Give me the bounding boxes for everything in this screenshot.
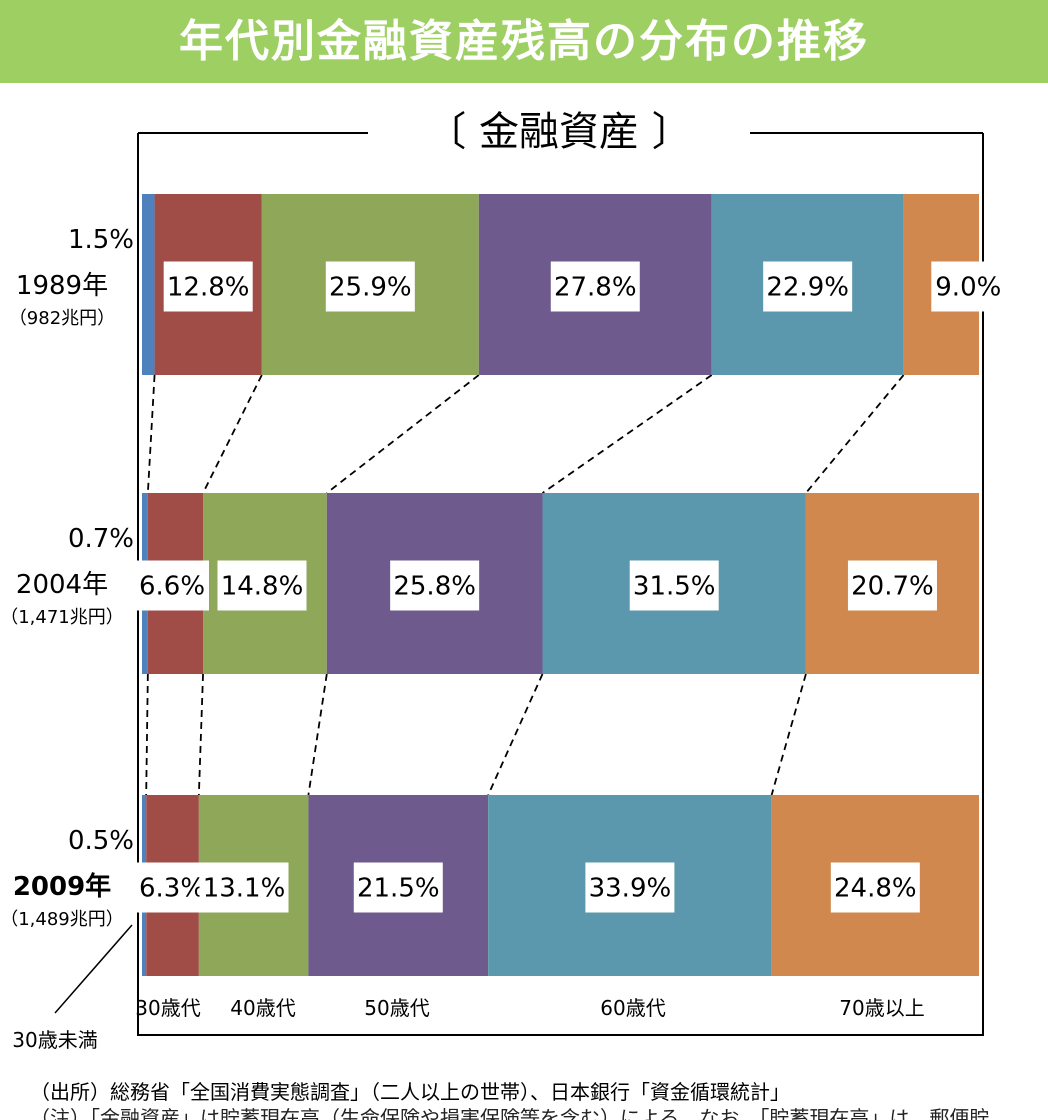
data-label: 1.5% bbox=[68, 225, 134, 255]
data-label: 25.8% bbox=[393, 572, 476, 602]
data-label-box bbox=[550, 261, 640, 312]
data-label: 24.8% bbox=[834, 874, 917, 904]
connector-line bbox=[145, 673, 149, 796]
source-note: （出所）総務省「全国消費実態調査」（二人以上の世帯）、日本銀行「資金循環統計」 bbox=[30, 1080, 790, 1104]
category-total: （1,489兆円） bbox=[0, 909, 124, 930]
data-label: 0.7% bbox=[68, 524, 134, 554]
bar-segment bbox=[142, 194, 155, 375]
connector-line bbox=[326, 374, 480, 494]
connector-line bbox=[202, 374, 263, 494]
data-label-box bbox=[629, 560, 719, 611]
data-label: 22.9% bbox=[766, 273, 849, 303]
data-label: 25.9% bbox=[329, 273, 412, 303]
connector-line bbox=[197, 673, 204, 796]
data-label: 33.9% bbox=[589, 874, 672, 904]
note-line: （注）「金融資産」は貯蓄現在高（生命保険や損害保険等を含む）による。なお、「貯蓄… bbox=[30, 1106, 990, 1120]
category-label: 1989年 bbox=[16, 271, 108, 301]
data-label-box bbox=[353, 862, 443, 913]
data-label: 27.8% bbox=[554, 273, 637, 303]
data-label-box bbox=[325, 261, 415, 312]
data-label-box bbox=[217, 560, 307, 611]
connector-line bbox=[542, 374, 713, 494]
connector-line bbox=[805, 374, 905, 494]
data-label: 9.0% bbox=[935, 273, 1001, 303]
series-label: 50歳代 bbox=[364, 996, 429, 1020]
page-title: 年代別金融資産残高の分布の推移 bbox=[0, 0, 1048, 83]
data-label-box bbox=[135, 862, 209, 913]
data-label-box bbox=[135, 560, 209, 611]
data-label: 20.7% bbox=[851, 572, 934, 602]
data-label: 12.8% bbox=[167, 273, 250, 303]
data-label: 6.3% bbox=[139, 874, 205, 904]
data-label-box bbox=[830, 862, 920, 913]
data-label: 21.5% bbox=[357, 874, 440, 904]
data-label: 14.8% bbox=[221, 572, 304, 602]
series-label: 60歳代 bbox=[600, 996, 665, 1020]
data-label-box bbox=[847, 560, 937, 611]
connector-line bbox=[307, 673, 328, 796]
series-label: 30歳未満 bbox=[12, 1028, 97, 1052]
series-label: 30歳代 bbox=[135, 996, 200, 1020]
leader-line bbox=[54, 924, 133, 1014]
data-label-box bbox=[763, 261, 853, 312]
data-label-box bbox=[390, 560, 480, 611]
data-label-box bbox=[163, 261, 253, 312]
data-label-box bbox=[585, 862, 675, 913]
chart-subtitle: 〔 金融資産 〕 bbox=[426, 109, 691, 155]
connector-line bbox=[487, 673, 544, 796]
data-label: 13.1% bbox=[203, 874, 286, 904]
category-label: 2009年 bbox=[13, 871, 111, 902]
data-label-box bbox=[931, 261, 1006, 312]
category-label: 2004年 bbox=[16, 570, 108, 600]
category-total: （1,471兆円） bbox=[0, 607, 124, 628]
data-label-box bbox=[199, 862, 289, 913]
data-label: 31.5% bbox=[633, 572, 716, 602]
data-label: 6.6% bbox=[139, 572, 205, 602]
connector-line bbox=[770, 673, 807, 796]
connector-line bbox=[146, 374, 156, 494]
data-label: 0.5% bbox=[68, 826, 134, 856]
series-label: 40歳代 bbox=[230, 996, 295, 1020]
series-label: 70歳以上 bbox=[839, 996, 924, 1020]
category-total: （982兆円） bbox=[9, 308, 115, 329]
